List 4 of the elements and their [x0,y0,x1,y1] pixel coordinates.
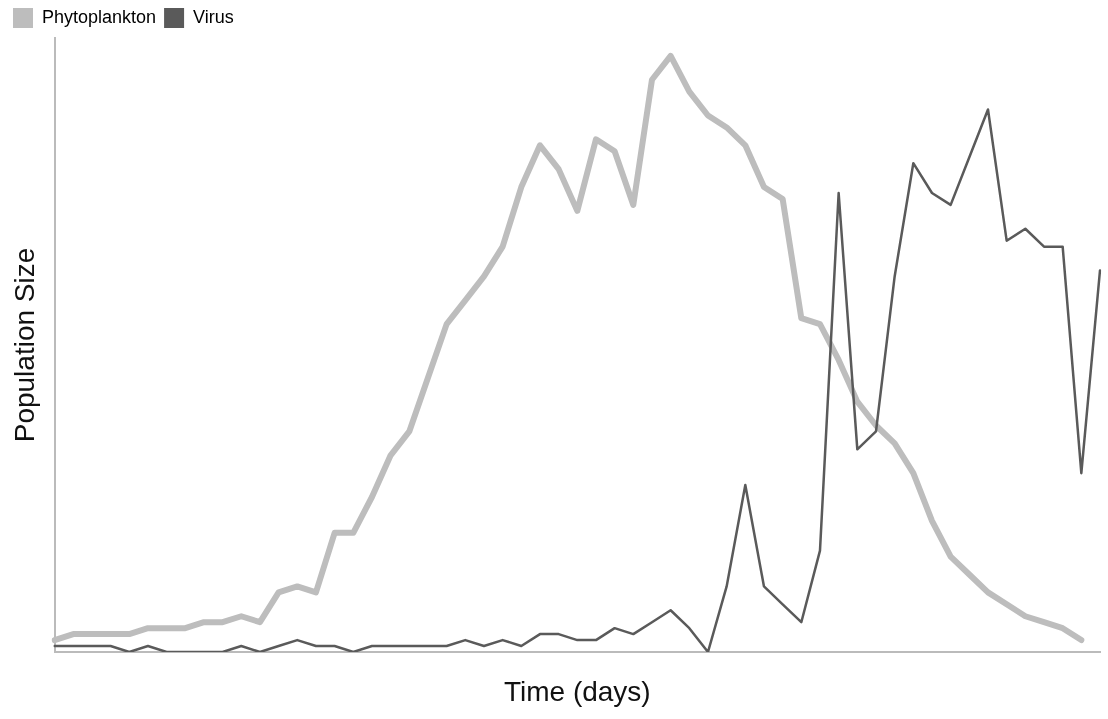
legend-label: Phytoplankton [42,6,157,27]
legend-label: Virus [193,6,234,27]
x-axis-title: Time (days) [503,675,651,707]
y-axis-title: Population Size [8,247,40,443]
